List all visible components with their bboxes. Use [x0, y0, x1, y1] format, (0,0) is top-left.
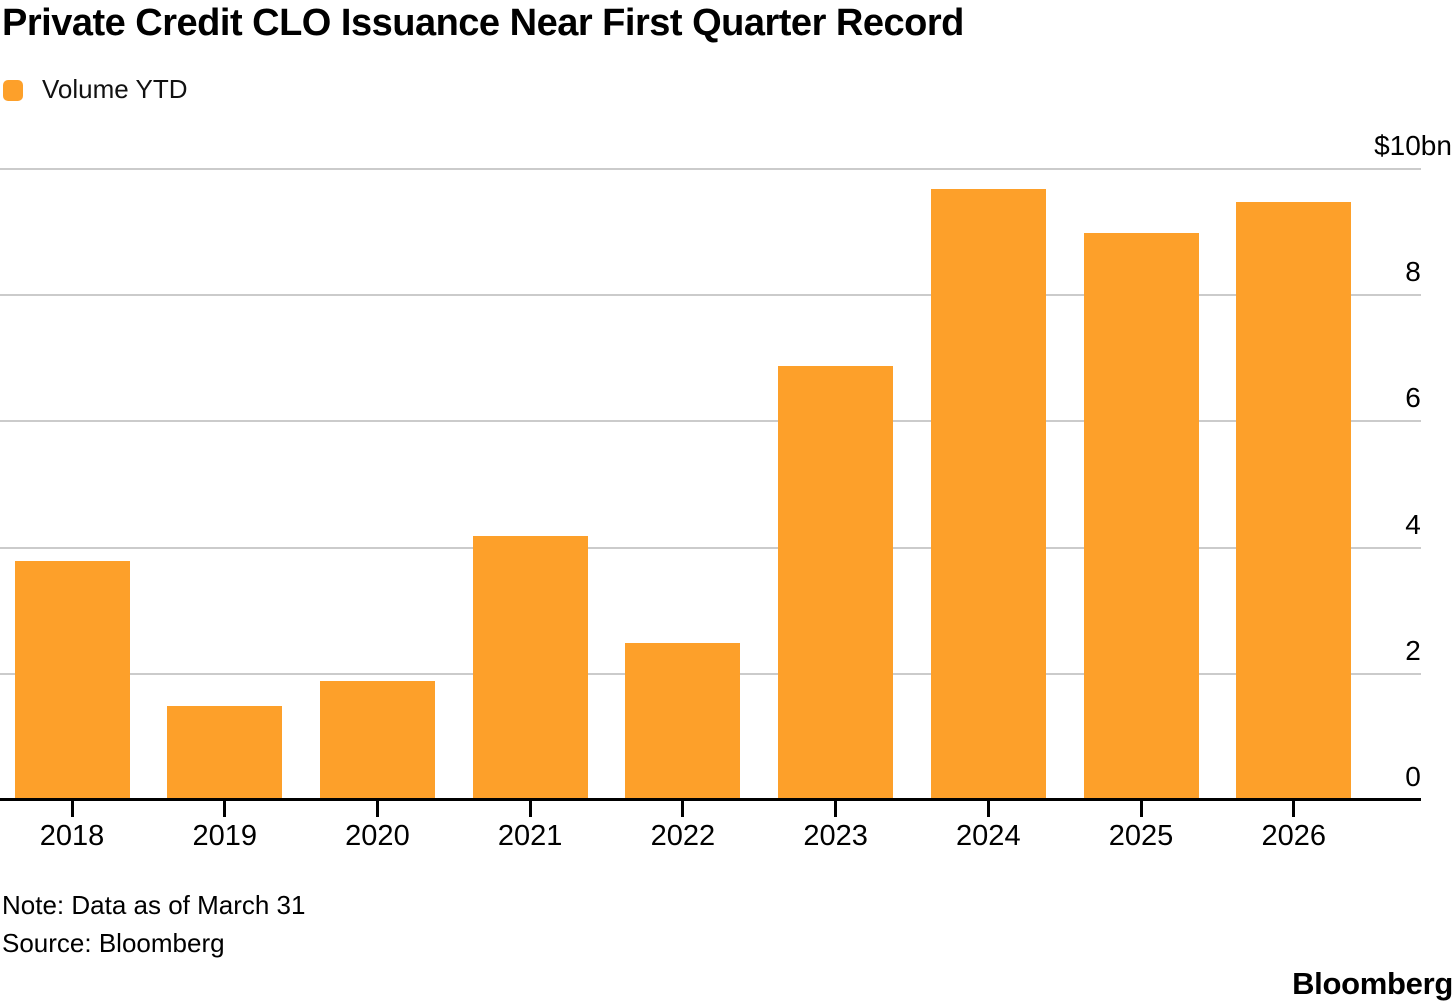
- gridline: [0, 168, 1421, 170]
- bar-2018: [14, 561, 130, 801]
- x-axis-label: 2024: [956, 820, 1021, 852]
- bar-2025: [1083, 233, 1199, 801]
- source-text: Source: Bloomberg: [2, 928, 225, 958]
- bar-2026: [1236, 201, 1352, 801]
- x-axis-line: [0, 798, 1421, 801]
- legend-swatch-icon: [3, 80, 23, 101]
- x-axis-label: 2023: [803, 820, 868, 852]
- x-axis-label: 2026: [1261, 820, 1327, 852]
- y-axis-label: 8: [1405, 256, 1421, 288]
- x-axis-label: 2025: [1108, 820, 1174, 852]
- x-axis-label: 2018: [39, 820, 105, 852]
- y-axis-label: 6: [1405, 382, 1421, 414]
- bar-2024: [930, 188, 1046, 801]
- bar-2022: [625, 643, 741, 801]
- x-tick-mark: [528, 801, 532, 817]
- bar-2019: [167, 706, 283, 801]
- x-tick-mark: [1292, 801, 1296, 817]
- x-tick-mark: [986, 801, 990, 817]
- bloomberg-logo: Bloomberg: [1292, 966, 1453, 1001]
- bar-2020: [319, 681, 435, 801]
- x-tick-mark: [375, 801, 379, 817]
- gridline: [0, 294, 1421, 297]
- x-tick-mark: [70, 801, 74, 817]
- note-text: Note: Data as of March 31: [2, 890, 306, 920]
- x-tick-mark: [223, 801, 227, 817]
- gridline: [0, 420, 1421, 423]
- x-axis-label: 2019: [192, 820, 257, 852]
- x-axis-label: 2022: [650, 820, 716, 852]
- y-axis-label: 2: [1405, 634, 1421, 666]
- bar-2023: [778, 365, 894, 801]
- y-axis-label: 4: [1405, 508, 1421, 540]
- y-axis-label: 0: [1405, 761, 1421, 792]
- bar-2021: [472, 535, 588, 801]
- x-axis-label: 2021: [497, 820, 563, 852]
- chart-title: Private Credit CLO Issuance Near First Q…: [2, 2, 964, 44]
- legend-label: Volume YTD: [42, 74, 188, 104]
- y-axis-label: $10bn: [1374, 130, 1452, 161]
- x-axis-label: 2020: [345, 820, 410, 852]
- x-tick-mark: [834, 801, 838, 817]
- gridline: [0, 546, 1421, 549]
- x-tick-mark: [681, 801, 685, 817]
- x-tick-mark: [1139, 801, 1143, 817]
